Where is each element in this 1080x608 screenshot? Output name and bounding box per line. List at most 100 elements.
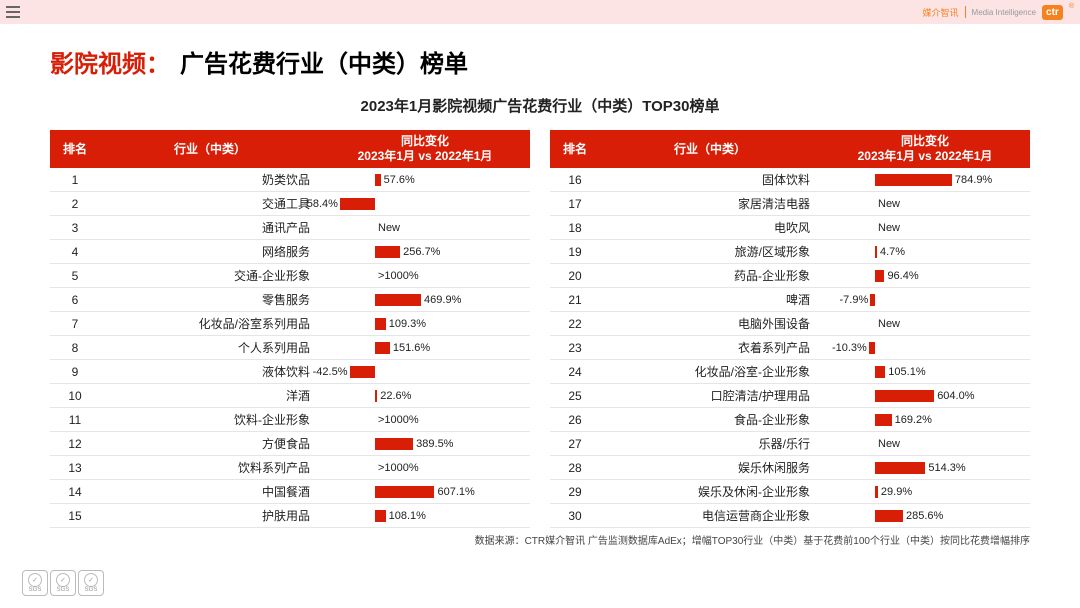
col-rank: 排名 <box>50 130 100 168</box>
cell-rank: 14 <box>50 485 100 499</box>
bar-label: 469.9% <box>424 294 461 306</box>
table-row: 21啤酒 -7.9% <box>550 288 1030 312</box>
subtitle: 2023年1月影院视频广告花费行业（中类）TOP30榜单 <box>50 95 1030 116</box>
cell-industry: 衣着系列产品 <box>600 339 820 356</box>
table-row: 23衣着系列产品-10.3% <box>550 336 1030 360</box>
cell-industry: 电信运营商企业形象 <box>600 507 820 524</box>
bar-positive: 256.7% <box>375 246 400 258</box>
table-row: 6零售服务469.9% <box>50 288 530 312</box>
table-row: 11饮料-企业形象>1000% <box>50 408 530 432</box>
bar-positive: 4.7% <box>875 246 877 258</box>
cell-industry: 网络服务 <box>100 243 320 260</box>
bar-label: -58.4% <box>303 198 338 210</box>
bar-label: -7.9% <box>840 294 869 306</box>
cell-rank: 2 <box>50 197 100 211</box>
bar-positive: 285.6% <box>875 510 903 522</box>
bar-positive: 22.6% <box>375 390 377 402</box>
bar-positive: 96.4% <box>875 270 884 282</box>
cell-rank: 30 <box>550 509 600 523</box>
cell-industry: 家居清洁电器 <box>600 195 820 212</box>
bar-negative: -10.3% <box>869 342 875 354</box>
bar-label: 4.7% <box>880 246 905 258</box>
table-row: 19旅游/区域形象 4.7% <box>550 240 1030 264</box>
table-row: 17家居清洁电器 New <box>550 192 1030 216</box>
bar-label: 96.4% <box>887 270 918 282</box>
table-row: 2交通工具-58.4% <box>50 192 530 216</box>
sgs-badges: ✓SGS ✓SGS ✓SGS <box>22 570 104 596</box>
bar-label: 109.3% <box>389 318 426 330</box>
cell-industry: 乐器/乐行 <box>600 435 820 452</box>
cell-rank: 21 <box>550 293 600 307</box>
col-change: 同比变化2023年1月 vs 2022年1月 <box>820 130 1030 168</box>
change-text: New <box>878 222 900 234</box>
bar-label: 784.9% <box>955 174 992 186</box>
cell-rank: 13 <box>50 461 100 475</box>
table-row: 5交通-企业形象>1000% <box>50 264 530 288</box>
bar-positive: 607.1% <box>375 486 434 498</box>
cell-industry: 啤酒 <box>600 291 820 308</box>
cell-industry: 化妆品/浴室系列用品 <box>100 315 320 332</box>
cell-industry: 护肤用品 <box>100 507 320 524</box>
menu-icon[interactable] <box>6 6 20 18</box>
cell-industry: 饮料-企业形象 <box>100 411 320 428</box>
table-row: 14中国餐酒607.1% <box>50 480 530 504</box>
table-row: 9液体饮料-42.5% <box>50 360 530 384</box>
bar-label: -10.3% <box>832 342 867 354</box>
bar-label: 151.6% <box>393 342 430 354</box>
bar-label: 607.1% <box>437 486 474 498</box>
bar-positive: 151.6% <box>375 342 390 354</box>
table-row: 13饮料系列产品>1000% <box>50 456 530 480</box>
title-red: 影院视频： <box>50 44 170 79</box>
bar-positive: 469.9% <box>375 294 421 306</box>
change-text: New <box>878 198 900 210</box>
cell-change: 607.1% <box>320 480 530 503</box>
cell-change: >1000% <box>320 264 530 287</box>
sgs-badge: ✓SGS <box>78 570 104 596</box>
bar-negative: -42.5% <box>350 366 376 378</box>
bar-positive: 108.1% <box>375 510 386 522</box>
cell-industry: 交通工具 <box>100 195 320 212</box>
table-row: 12方便食品389.5% <box>50 432 530 456</box>
cell-industry: 口腔清洁/护理用品 <box>600 387 820 404</box>
table-right: 排名 行业（中类） 同比变化2023年1月 vs 2022年1月 16固体饮料7… <box>550 130 1030 528</box>
page-title: 影院视频： 广告花费行业（中类）榜单 <box>50 44 1030 79</box>
col-rank: 排名 <box>550 130 600 168</box>
cell-industry: 通讯产品 <box>100 219 320 236</box>
cell-industry: 洋酒 <box>100 387 320 404</box>
table-head: 排名 行业（中类） 同比变化2023年1月 vs 2022年1月 <box>50 130 530 168</box>
cell-industry: 电脑外围设备 <box>600 315 820 332</box>
bar-label: 389.5% <box>416 438 453 450</box>
cell-rank: 22 <box>550 317 600 331</box>
cell-rank: 27 <box>550 437 600 451</box>
table-row: 1奶类饮品57.6% <box>50 168 530 192</box>
col-change: 同比变化2023年1月 vs 2022年1月 <box>320 130 530 168</box>
cell-rank: 29 <box>550 485 600 499</box>
cell-industry: 旅游/区域形象 <box>600 243 820 260</box>
bar-label: 29.9% <box>881 486 912 498</box>
bar-label: 285.6% <box>906 510 943 522</box>
table-row: 30电信运营商企业形象 285.6% <box>550 504 1030 528</box>
brand-divider <box>965 6 966 18</box>
cell-change: -42.5% <box>320 360 530 383</box>
change-text: New <box>378 222 400 234</box>
cell-change: -10.3% <box>820 336 1030 359</box>
cell-change: 29.9% <box>820 480 1030 503</box>
bar-label: 256.7% <box>403 246 440 258</box>
cell-change: 169.2% <box>820 408 1030 431</box>
cell-change: New <box>820 216 1030 239</box>
cell-rank: 19 <box>550 245 600 259</box>
bar-label: 22.6% <box>380 390 411 402</box>
change-text: New <box>878 438 900 450</box>
change-text: New <box>878 318 900 330</box>
cell-rank: 18 <box>550 221 600 235</box>
cell-change: New <box>820 192 1030 215</box>
sgs-badge: ✓SGS <box>22 570 48 596</box>
bar-label: -42.5% <box>313 366 348 378</box>
table-head: 排名 行业（中类） 同比变化2023年1月 vs 2022年1月 <box>550 130 1030 168</box>
cell-rank: 12 <box>50 437 100 451</box>
title-black: 广告花费行业（中类）榜单 <box>180 44 468 79</box>
cell-rank: 17 <box>550 197 600 211</box>
table-row: 28娱乐休闲服务514.3% <box>550 456 1030 480</box>
bar-positive: 784.9% <box>875 174 952 186</box>
cell-rank: 16 <box>550 173 600 187</box>
